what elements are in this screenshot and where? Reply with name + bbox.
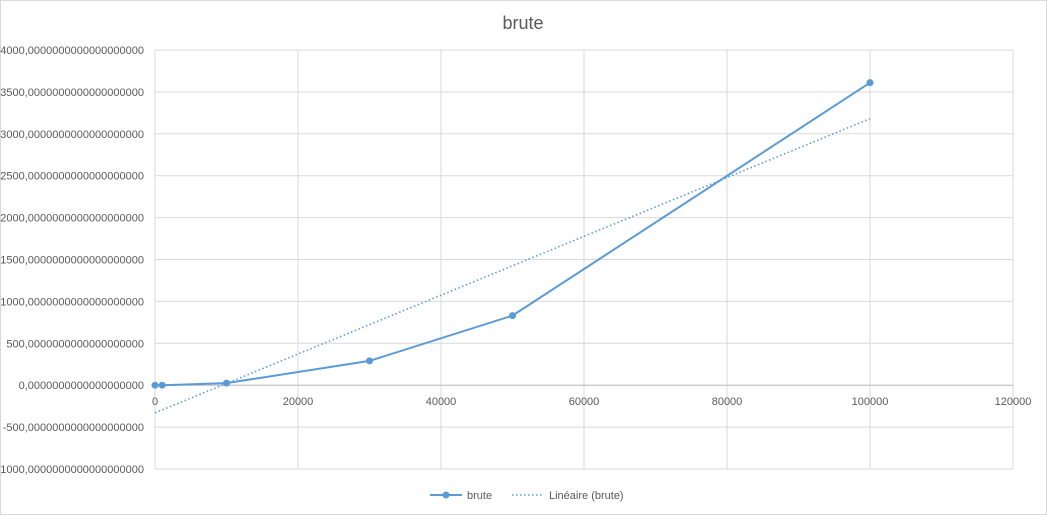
chart-title: brute xyxy=(502,13,543,33)
x-tick-label: 100000 xyxy=(852,396,889,408)
x-tick-label: 20000 xyxy=(283,396,314,408)
data-point xyxy=(366,357,373,365)
data-point xyxy=(223,379,230,387)
y-tick-label: 1000,0000000000000000000 xyxy=(0,296,144,308)
data-point xyxy=(509,312,516,320)
data-point xyxy=(151,381,159,389)
y-tick-label: 2500,0000000000000000000 xyxy=(0,171,144,183)
x-tick-label: 80000 xyxy=(712,396,743,408)
y-tick-label: 2000,0000000000000000000 xyxy=(0,213,144,225)
legend-label-brute: brute xyxy=(467,490,492,502)
x-tick-label: 40000 xyxy=(426,396,457,408)
data-point xyxy=(866,79,874,87)
y-tick-label: 1500,0000000000000000000 xyxy=(0,255,144,267)
legend: brute Linéaire (brute) xyxy=(430,490,624,502)
legend-label-trendline: Linéaire (brute) xyxy=(549,490,624,502)
y-tick-label: 500,0000000000000000000 xyxy=(6,338,144,350)
y-tick-label: -500,0000000000000000000 xyxy=(3,422,144,434)
y-tick-label: -1000,0000000000000000000 xyxy=(0,464,144,476)
series-line-brute xyxy=(155,81,871,387)
y-axis-tick-labels: -1000,0000000000000000000 -500,0000000000… xyxy=(0,45,144,476)
y-tick-label: 4000,0000000000000000000 xyxy=(0,45,144,57)
y-tick-label: 0,0000000000000000000 xyxy=(19,380,144,392)
data-point xyxy=(158,381,166,389)
legend-marker-brute xyxy=(442,491,450,499)
series-layer xyxy=(151,79,874,414)
x-axis-tick-labels: 0 20000 40000 60000 80000 100000 120000 xyxy=(152,396,1031,408)
trendline-linear xyxy=(154,117,871,414)
x-tick-label: 120000 xyxy=(995,396,1032,408)
gridlines xyxy=(154,49,1014,470)
x-tick-label: 0 xyxy=(152,396,158,408)
y-tick-label: 3000,0000000000000000000 xyxy=(0,129,144,141)
x-tick-label: 60000 xyxy=(569,396,600,408)
y-tick-label: 3500,0000000000000000000 xyxy=(0,87,144,99)
